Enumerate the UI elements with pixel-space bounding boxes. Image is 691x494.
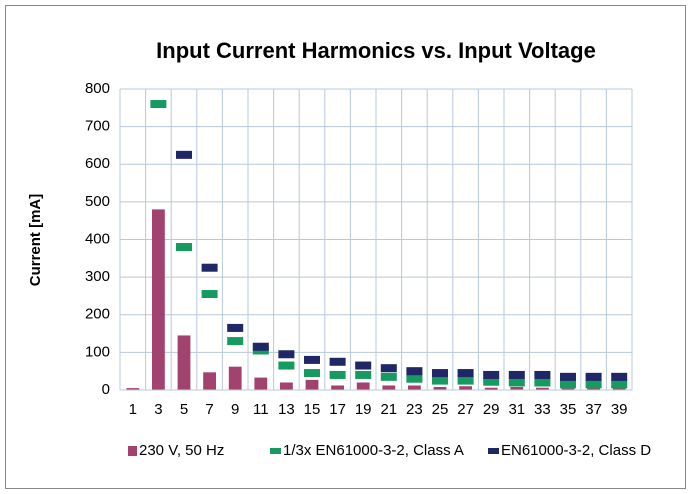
dash-marker: [406, 367, 423, 376]
dash-marker: [176, 243, 192, 252]
x-tick-label: 1: [129, 401, 137, 418]
legend-swatch: [128, 446, 137, 456]
x-tick-label: 15: [304, 401, 321, 418]
dash-marker: [483, 377, 500, 386]
bar: [228, 366, 242, 390]
x-tick-label: 11: [253, 401, 269, 418]
x-tick-label: 13: [278, 401, 295, 418]
dash-marker: [355, 370, 372, 379]
dash-marker: [508, 370, 525, 379]
dash-marker: [534, 378, 551, 387]
bar: [254, 377, 268, 390]
dash-marker: [508, 378, 525, 387]
bar: [408, 385, 421, 390]
bar: [382, 385, 396, 390]
dash-marker: [227, 337, 244, 346]
x-tick-label: 23: [406, 401, 423, 418]
dash-marker: [278, 361, 295, 370]
legend-swatch: [488, 448, 499, 454]
bar: [433, 386, 447, 390]
dash-marker: [150, 100, 167, 109]
bar: [484, 387, 498, 390]
legend-swatch: [270, 448, 281, 454]
legend-label: EN61000-3-2, Class D: [501, 442, 651, 459]
dash-marker: [355, 361, 372, 370]
x-tick-label: 17: [329, 401, 346, 418]
dash-marker: [329, 357, 346, 366]
dash-marker: [457, 376, 474, 385]
dash-marker: [560, 380, 576, 389]
y-tick-label: 200: [85, 306, 110, 323]
bar: [152, 209, 165, 390]
dash-marker: [304, 369, 320, 378]
chart-border: [5, 5, 686, 489]
y-tick-label: 0: [102, 381, 110, 398]
dash-marker: [227, 323, 244, 332]
dash-marker: [176, 150, 192, 159]
bar: [459, 386, 472, 390]
y-tick-label: 600: [85, 155, 110, 172]
dash-marker: [432, 376, 448, 385]
x-tick-label: 29: [483, 401, 500, 418]
dash-marker: [201, 290, 218, 299]
dash-marker: [457, 369, 474, 378]
x-tick-label: 19: [355, 401, 372, 418]
x-tick-label: 39: [611, 401, 628, 418]
legend-label: 230 V, 50 Hz: [139, 442, 224, 459]
x-tick-label: 31: [508, 401, 525, 418]
bar: [305, 379, 319, 390]
bar: [612, 388, 626, 390]
dash-marker: [611, 380, 628, 389]
bar: [331, 385, 344, 390]
dash-marker: [278, 350, 295, 359]
dash-marker: [304, 355, 320, 364]
chart-title: Input Current Harmonics vs. Input Voltag…: [156, 38, 596, 63]
bar: [536, 387, 549, 390]
x-tick-label: 5: [180, 401, 188, 418]
y-tick-label: 500: [85, 193, 110, 210]
x-tick-label: 27: [457, 401, 474, 418]
dash-marker: [585, 380, 602, 389]
dash-marker: [560, 372, 576, 381]
legend-label: 1/3x EN61000-3-2, Class A: [283, 442, 464, 459]
dash-marker: [329, 370, 346, 379]
dash-marker: [432, 369, 448, 378]
dash-marker: [252, 342, 269, 351]
x-tick-label: 7: [205, 401, 213, 418]
dash-marker: [534, 370, 551, 379]
x-tick-label: 35: [560, 401, 577, 418]
x-tick-label: 33: [534, 401, 551, 418]
y-tick-label: 400: [85, 230, 110, 247]
y-tick-label: 700: [85, 118, 110, 135]
x-tick-label: 9: [231, 401, 239, 418]
bar: [561, 388, 575, 390]
x-tick-label: 21: [380, 401, 397, 418]
x-tick-label: 37: [585, 401, 602, 418]
y-tick-label: 100: [85, 343, 110, 360]
bar: [587, 388, 600, 390]
x-tick-label: 25: [432, 401, 449, 418]
y-tick-label: 300: [85, 268, 110, 285]
dash-marker: [380, 372, 397, 381]
dash-marker: [380, 364, 397, 373]
bar: [203, 372, 216, 390]
bar: [356, 382, 370, 390]
dash-marker: [406, 374, 423, 383]
bar: [126, 388, 140, 390]
x-tick-label: 3: [154, 401, 162, 418]
bar: [177, 335, 191, 390]
dash-marker: [611, 372, 628, 381]
dash-marker: [201, 263, 218, 272]
dash-marker: [483, 370, 500, 379]
bar: [280, 382, 293, 390]
bar: [510, 386, 524, 390]
y-tick-label: 800: [85, 80, 110, 97]
y-axis-label: Current [mA]: [27, 194, 44, 287]
dash-marker: [585, 372, 602, 381]
